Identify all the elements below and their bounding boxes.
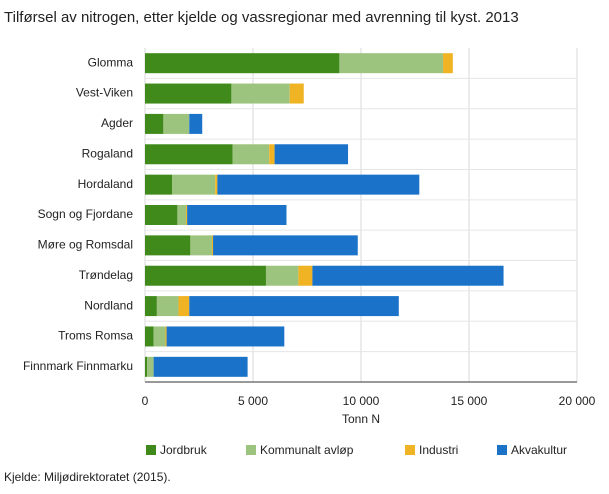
- bar-segment: [186, 205, 188, 225]
- source: Kjelde: Miljødirektoratet (2015).: [4, 470, 171, 484]
- legend-swatch: [497, 445, 507, 455]
- bar-segment: [178, 296, 190, 317]
- bar-segment: [217, 174, 420, 195]
- bar-segment: [312, 265, 504, 286]
- legend-swatch: [146, 445, 156, 455]
- bar-segment: [269, 144, 275, 165]
- bar-segment: [153, 356, 248, 377]
- y-tick-label: Møre og Romsdal: [38, 238, 133, 252]
- bar-segment: [189, 296, 399, 317]
- bar-segment: [153, 326, 166, 347]
- bar-segment: [274, 144, 349, 165]
- legend-swatch: [405, 445, 415, 455]
- bar-segment: [211, 235, 214, 256]
- y-tick-label: Sogn og Fjordane: [38, 207, 134, 221]
- bar-segment: [145, 113, 164, 134]
- x-tick-label: 0: [142, 394, 149, 408]
- bar-segment: [166, 326, 285, 347]
- x-axis-label: Tonn N: [342, 412, 380, 426]
- y-tick-label: Agder: [101, 116, 133, 130]
- bar-segment: [145, 296, 157, 317]
- y-tick-label: Glomma: [88, 55, 134, 69]
- bar-segment: [213, 235, 358, 256]
- y-tick-label: Troms Romsa: [58, 329, 133, 343]
- y-tick-label: Rogaland: [82, 146, 133, 160]
- y-tick-label: Vest-Viken: [76, 86, 133, 100]
- legend-label: Jordbruk: [160, 443, 208, 457]
- legend-swatch: [246, 445, 256, 455]
- legend-label: Kommunalt avløp: [260, 443, 354, 457]
- bar-segment: [165, 326, 167, 347]
- chart-title: Tilførsel av nitrogen, etter kjelde og v…: [4, 9, 519, 26]
- bar-segment: [145, 144, 233, 165]
- bar-segment: [145, 53, 340, 74]
- bar-segment: [289, 83, 304, 104]
- y-tick-label: Trøndelag: [79, 268, 133, 282]
- x-tick-label: 5 000: [238, 394, 268, 408]
- bar-segment: [163, 113, 190, 134]
- bar-segment: [177, 205, 187, 225]
- bar-segment: [145, 326, 154, 347]
- bar-segment: [147, 356, 154, 377]
- bar-segment: [231, 83, 290, 104]
- y-tick-label: Hordaland: [78, 177, 133, 191]
- y-tick-label: Finnmark Finnmarku: [23, 359, 133, 373]
- bar-segment: [145, 356, 148, 377]
- legend-label: Akvakultur: [511, 443, 567, 457]
- bar-segment: [145, 83, 232, 104]
- bar-segment: [339, 53, 444, 74]
- bar-segment: [145, 205, 178, 225]
- bar-segment: [232, 144, 270, 165]
- bar-segment: [156, 296, 179, 317]
- bar-segment: [298, 265, 313, 286]
- x-tick-label: 15 000: [451, 394, 488, 408]
- bar-segment: [265, 265, 299, 286]
- y-tick-label: Nordland: [84, 298, 133, 312]
- bar-segment: [145, 235, 191, 256]
- bar-segment: [215, 174, 218, 195]
- legend-label: Industri: [419, 443, 458, 457]
- bar-segment: [145, 174, 172, 195]
- bar-segment: [189, 113, 203, 134]
- bar-segment: [443, 53, 453, 74]
- bar-segment: [145, 265, 266, 286]
- bar-segment: [172, 174, 216, 195]
- bar-segment: [187, 205, 287, 225]
- x-tick-label: 20 000: [559, 394, 596, 408]
- bar-segment: [190, 235, 212, 256]
- x-tick-label: 10 000: [343, 394, 380, 408]
